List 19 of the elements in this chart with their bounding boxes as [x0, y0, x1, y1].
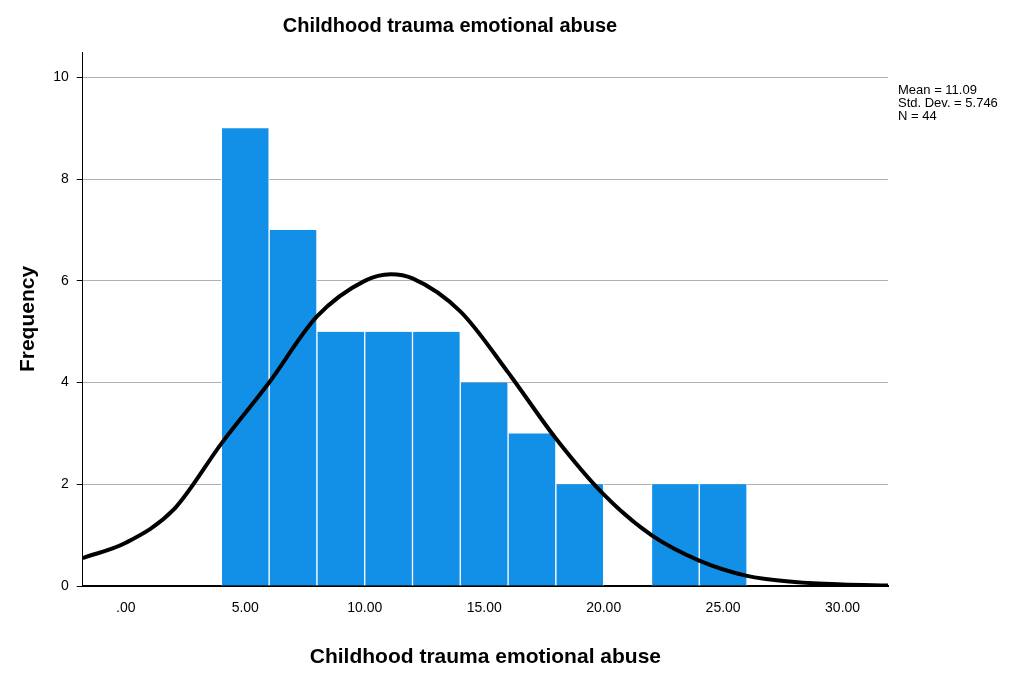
chart-title: Childhood trauma emotional abuse — [282, 13, 618, 36]
x-tick-label: 15.00 — [466, 599, 502, 616]
text: N = 44 — [898, 108, 937, 124]
y-tick-label: 10 — [53, 68, 69, 85]
x-tick-label: 20.00 — [586, 599, 622, 616]
text: Mean = 11.09 — [898, 82, 977, 98]
x-tick-label: 30.00 — [825, 599, 861, 616]
y-tick-label: 8 — [60, 170, 69, 186]
y-tick-label: 0 — [60, 576, 69, 593]
y-tick-label: 2 — [60, 475, 69, 492]
x-axis-title: Childhood trauma emotional abuse — [309, 644, 661, 668]
y-tick-label: 4 — [60, 373, 69, 390]
x-tick-label: 25.00 — [705, 599, 741, 616]
y-axis-title: Frequency — [15, 265, 39, 373]
y-tick-label: 6 — [60, 271, 69, 288]
text: Std. Dev. = 5.746 — [898, 95, 998, 111]
x-tick-label: .00 — [116, 599, 136, 616]
x-tick-label: 10.00 — [347, 599, 383, 616]
x-tick-label: 5.00 — [231, 599, 260, 616]
